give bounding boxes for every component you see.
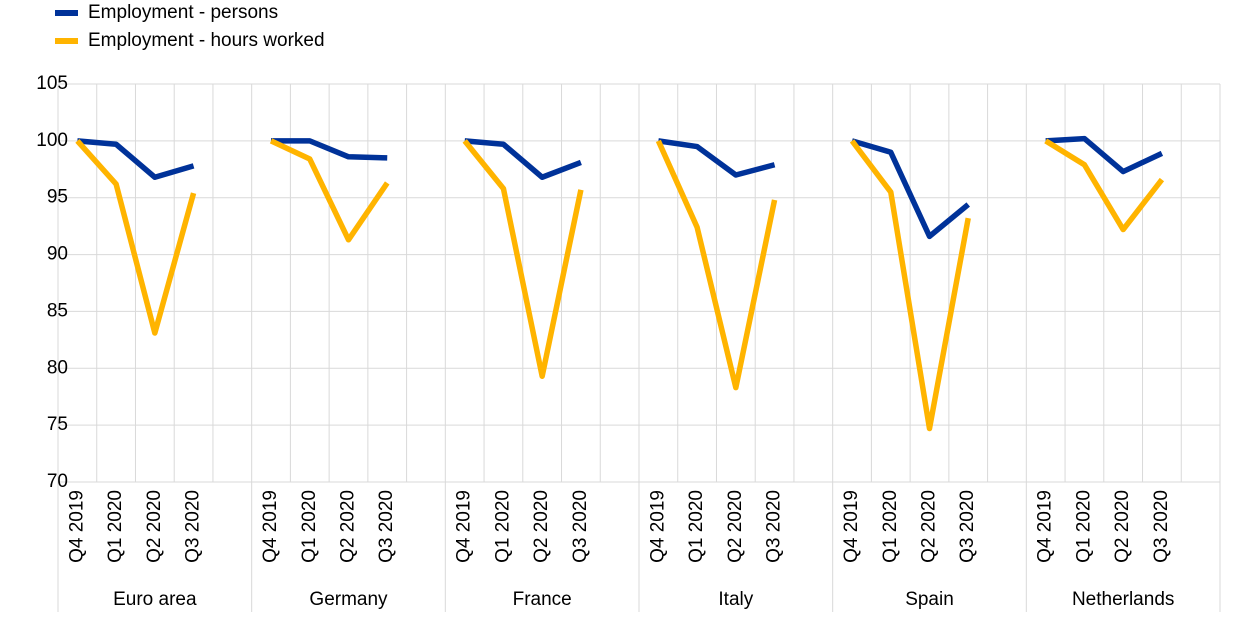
x-tick-label: Q4 2019 (260, 490, 281, 563)
x-tick-label: Q2 2020 (338, 490, 359, 563)
x-tick-label: Q4 2019 (647, 490, 668, 563)
series-line (77, 135, 1164, 240)
x-tick-label: Q1 2020 (105, 490, 126, 563)
x-tick-label: Q3 2020 (1151, 490, 1172, 563)
x-tick-label: Q1 2020 (299, 490, 320, 563)
x-tick-label: Q4 2019 (1035, 490, 1056, 563)
legend-label: Employment - persons (88, 2, 278, 23)
x-tick-label: Q1 2020 (880, 490, 901, 563)
legend-label: Employment - hours worked (88, 30, 325, 51)
y-tick-label: 80 (47, 357, 68, 378)
group-label: Italy (718, 589, 753, 610)
x-tick-label: Q4 2019 (841, 490, 862, 563)
group-label: Spain (905, 589, 954, 610)
group-label: Netherlands (1072, 589, 1174, 610)
x-tick-label: Q3 2020 (957, 490, 978, 563)
series-line (75, 138, 1165, 432)
x-tick-label: Q2 2020 (144, 490, 165, 563)
y-tick-label: 100 (36, 130, 68, 151)
y-tick-label: 90 (47, 244, 68, 265)
x-tick-label: Q2 2020 (531, 490, 552, 563)
x-tick-label: Q2 2020 (1112, 490, 1133, 563)
x-tick-label: Q2 2020 (725, 490, 746, 563)
group-label: Germany (309, 589, 388, 610)
y-tick-label: 75 (47, 414, 68, 435)
x-tick-label: Q4 2019 (454, 490, 475, 563)
y-tick-label: 85 (47, 300, 68, 321)
x-tick-label: Q2 2020 (919, 490, 940, 563)
x-tick-label: Q3 2020 (376, 490, 397, 563)
x-tick-label: Q1 2020 (686, 490, 707, 563)
y-tick-label: 70 (47, 471, 68, 492)
x-tick-label: Q1 2020 (1073, 490, 1094, 563)
x-tick-label: Q3 2020 (183, 490, 204, 563)
y-tick-label: 105 (36, 73, 68, 94)
y-tick-label: 95 (47, 187, 68, 208)
group-label: Euro area (113, 589, 197, 610)
x-tick-label: Q3 2020 (570, 490, 591, 563)
group-label: France (513, 589, 572, 610)
x-tick-label: Q1 2020 (492, 490, 513, 563)
x-tick-label: Q3 2020 (764, 490, 785, 563)
x-tick-label: Q4 2019 (66, 490, 87, 563)
